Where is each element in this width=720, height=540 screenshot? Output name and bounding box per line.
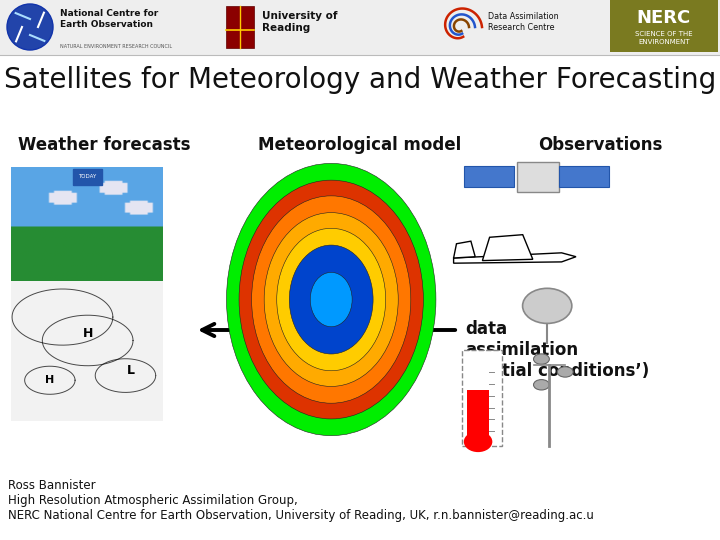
Text: TODAY: TODAY bbox=[78, 174, 96, 179]
Ellipse shape bbox=[289, 245, 373, 354]
Ellipse shape bbox=[251, 196, 411, 403]
Text: Observations: Observations bbox=[538, 136, 662, 154]
Bar bbox=[559, 166, 609, 187]
Ellipse shape bbox=[310, 272, 352, 327]
Text: H: H bbox=[45, 375, 55, 385]
Bar bbox=[0, 0, 720, 55]
Bar bbox=[610, 0, 718, 52]
Bar bbox=[467, 390, 489, 442]
Text: Meteorological model: Meteorological model bbox=[258, 136, 462, 154]
Text: Ross Bannister
High Resolution Atmospheric Assimilation Group,
NERC National Cen: Ross Bannister High Resolution Atmospher… bbox=[8, 479, 594, 522]
Bar bbox=[462, 350, 502, 446]
Polygon shape bbox=[454, 253, 576, 263]
Text: SCIENCE OF THE
ENVIRONMENT: SCIENCE OF THE ENVIRONMENT bbox=[635, 31, 693, 44]
Polygon shape bbox=[454, 241, 475, 258]
Text: National Centre for
Earth Observation: National Centre for Earth Observation bbox=[60, 9, 158, 29]
Text: NERC: NERC bbox=[637, 9, 691, 27]
Ellipse shape bbox=[264, 213, 398, 387]
Text: Weather forecasts: Weather forecasts bbox=[18, 136, 190, 154]
Ellipse shape bbox=[227, 164, 436, 436]
Text: data
assimilation
(‘initial conditions’): data assimilation (‘initial conditions’) bbox=[465, 320, 649, 380]
Ellipse shape bbox=[276, 228, 386, 371]
Text: H: H bbox=[83, 327, 93, 340]
Polygon shape bbox=[482, 235, 533, 261]
Text: L: L bbox=[127, 364, 135, 377]
Ellipse shape bbox=[7, 4, 53, 50]
Bar bbox=[464, 166, 514, 187]
Ellipse shape bbox=[557, 367, 573, 377]
Ellipse shape bbox=[534, 380, 549, 390]
Text: University of
Reading: University of Reading bbox=[262, 11, 338, 33]
Text: Data Assimilation
Research Centre: Data Assimilation Research Centre bbox=[488, 12, 559, 32]
Ellipse shape bbox=[523, 288, 572, 323]
Bar bbox=[518, 161, 559, 192]
Text: Satellites for Meteorology and Weather Forecasting: Satellites for Meteorology and Weather F… bbox=[4, 66, 716, 94]
Ellipse shape bbox=[239, 180, 423, 419]
Ellipse shape bbox=[534, 354, 549, 364]
Ellipse shape bbox=[464, 431, 492, 452]
Bar bbox=[226, 6, 254, 48]
Text: NATURAL ENVIRONMENT RESEARCH COUNCIL: NATURAL ENVIRONMENT RESEARCH COUNCIL bbox=[60, 44, 172, 49]
